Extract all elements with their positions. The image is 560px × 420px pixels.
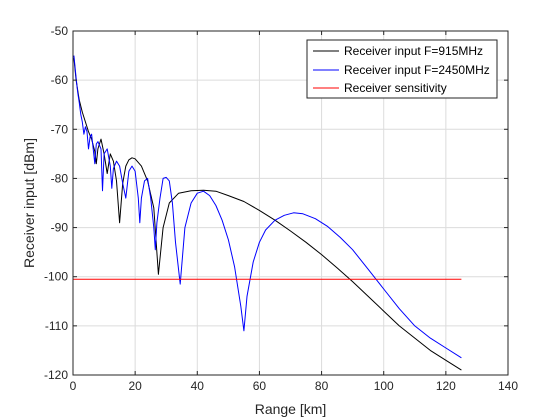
legend-label-2450: Receiver input F=2450MHz (344, 63, 490, 77)
x-tick-label: 140 (498, 379, 518, 393)
x-axis-label: Range [km] (255, 401, 327, 417)
series-line-915mhz (73, 57, 462, 371)
x-tick-label: 0 (70, 379, 77, 393)
y-tick-label: -70 (51, 122, 69, 136)
y-tick-label: -80 (51, 171, 69, 185)
y-tick-label: -110 (45, 319, 68, 333)
x-tick-label: 20 (128, 379, 142, 393)
legend-label-915: Receiver input F=915MHz (344, 44, 483, 58)
x-tick-label: 60 (253, 379, 267, 393)
plot-frame (72, 30, 509, 376)
ticks: 0 20 40 60 80 100 120 140 -120 -110 -100 -90 -80 -70 -… (44, 24, 518, 393)
legend: Receiver input F=915MHz Receiver input F… (306, 39, 498, 99)
y-tick-label: -100 (44, 270, 68, 284)
series-group (73, 55, 462, 371)
y-tick-label: -90 (51, 221, 69, 235)
y-axis-label: Receiver input [dBm] (21, 138, 37, 268)
y-tick-label: -50 (51, 24, 69, 38)
y-tick-label: -60 (51, 73, 69, 87)
x-tick-label: 80 (315, 379, 329, 393)
x-tick-label: 100 (374, 379, 394, 393)
series-line-2450mhz (73, 55, 462, 359)
x-tick-label: 40 (191, 379, 205, 393)
x-tick-label: 120 (436, 379, 456, 393)
legend-label-sensitivity: Receiver sensitivity (344, 81, 447, 95)
y-tick-label: -120 (44, 368, 68, 382)
